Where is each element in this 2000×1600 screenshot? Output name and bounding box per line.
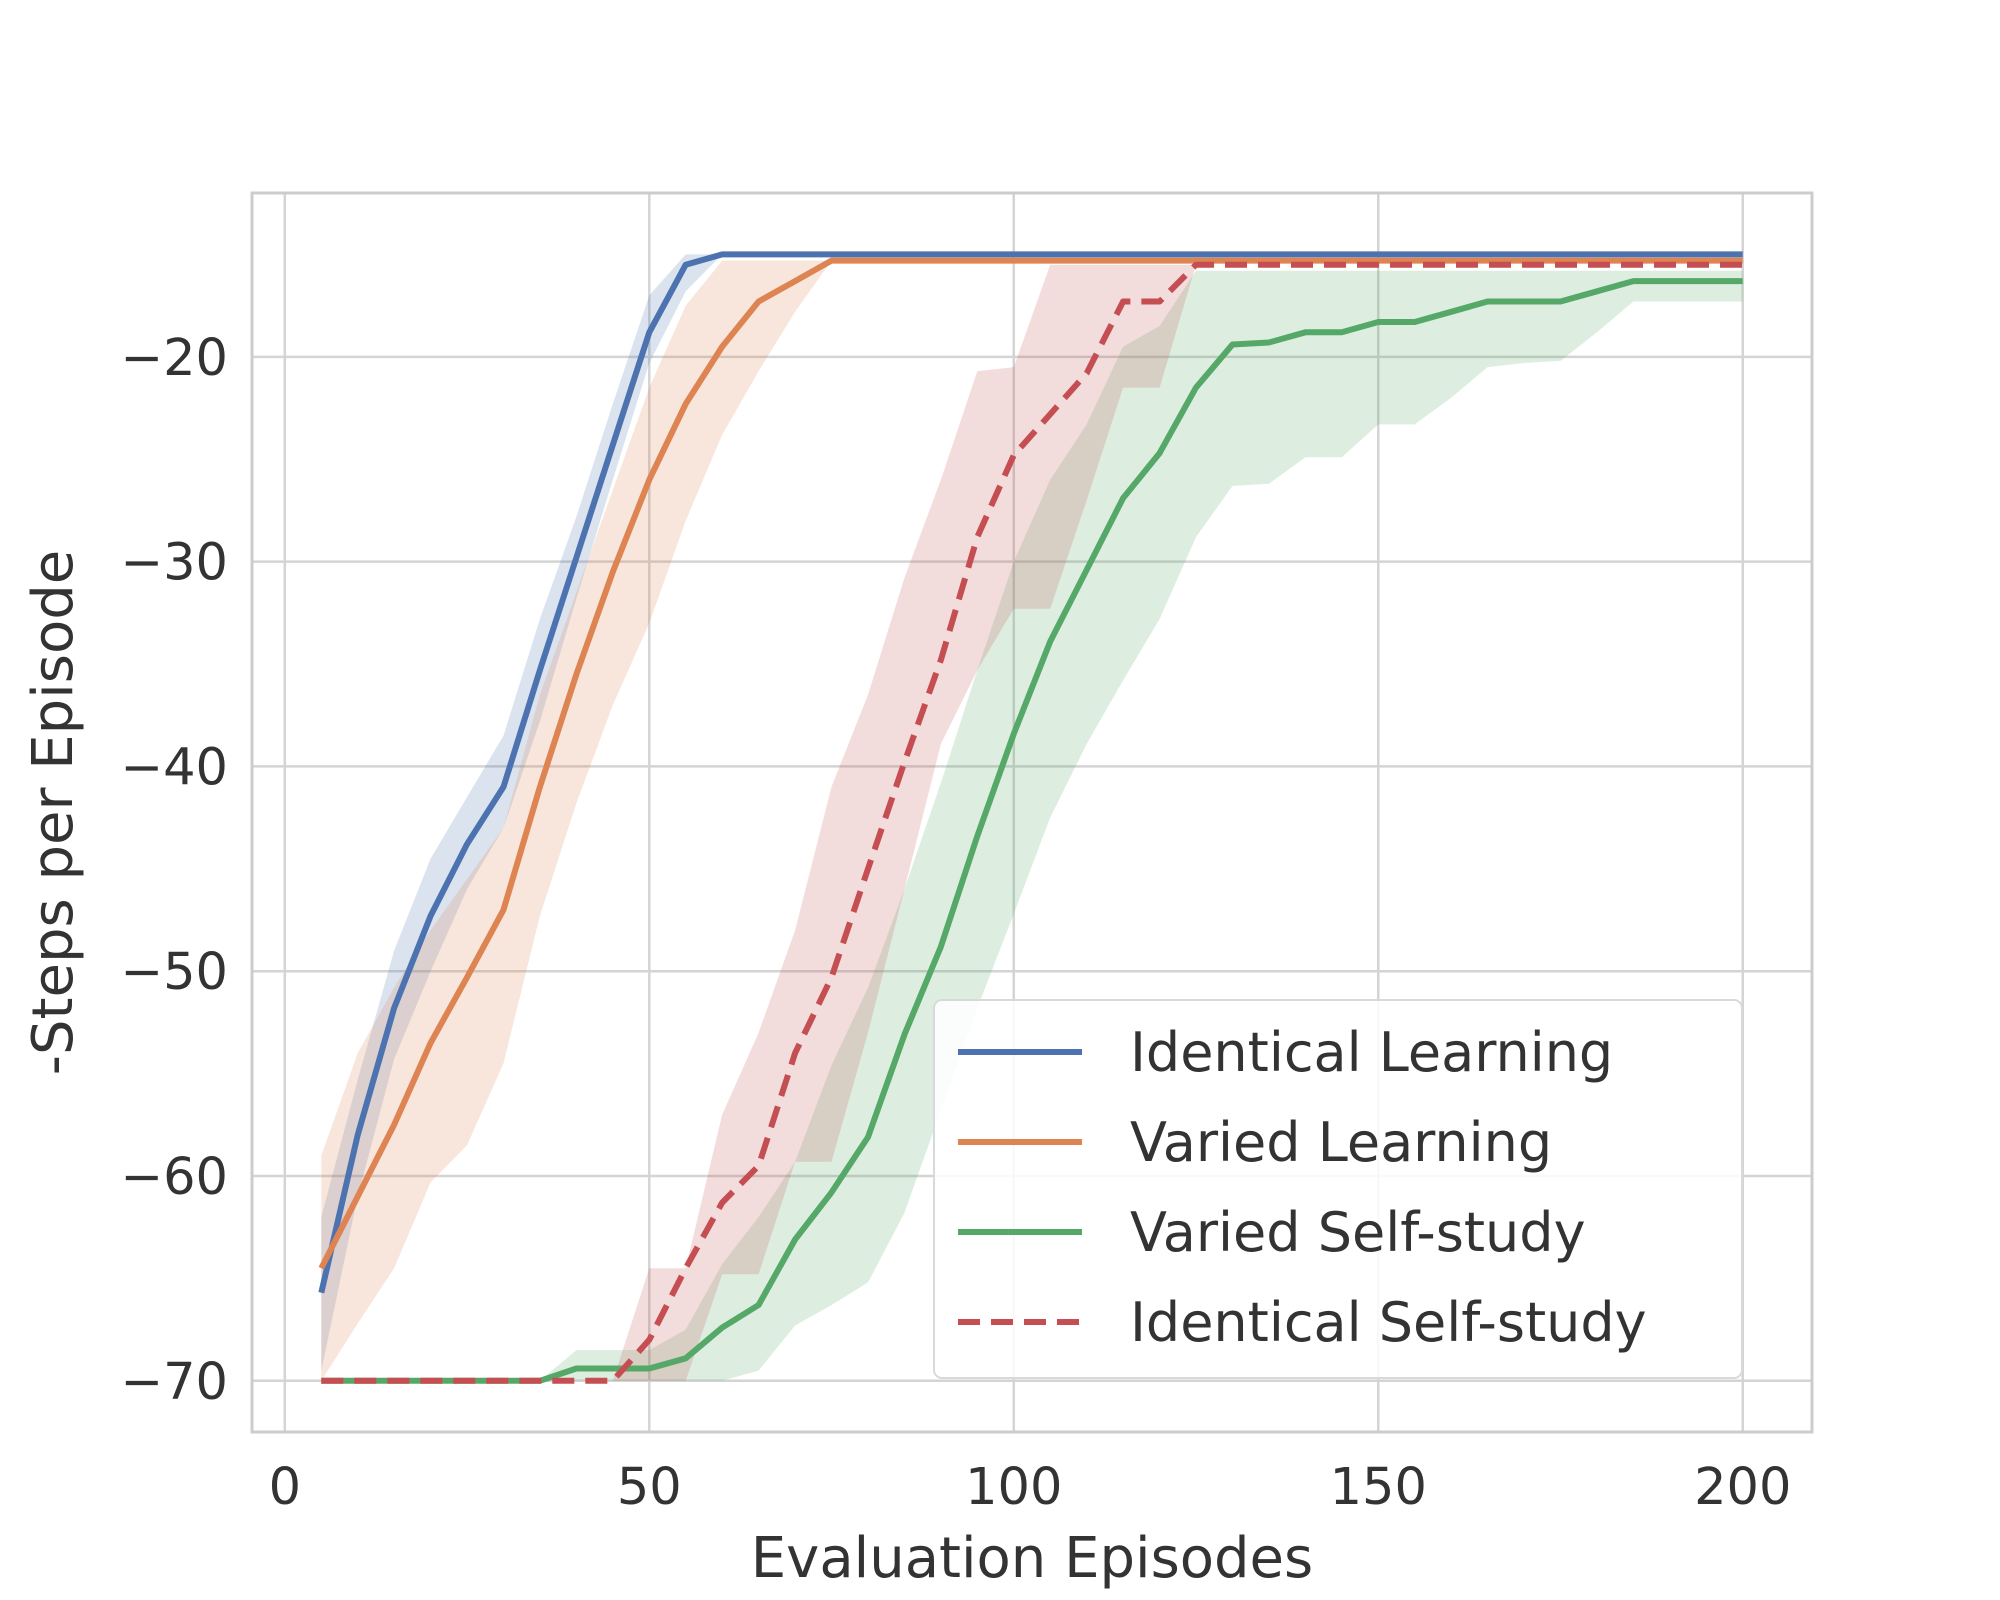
varied-self-study-line bbox=[321, 278, 1743, 1384]
varied-learning-line bbox=[318, 257, 1743, 1270]
identical-self-study-line bbox=[321, 261, 1743, 1384]
identical-self-study-band bbox=[321, 264, 1743, 1381]
x-tick-label: 150 bbox=[1330, 1458, 1427, 1517]
y-tick-label: −20 bbox=[120, 329, 228, 388]
x-tick-label: 200 bbox=[1694, 1458, 1791, 1517]
x-axis-ticks: 0 50 100 150 200 bbox=[269, 1458, 1792, 1517]
y-axis-ticks: −70 −60 −50 −40 −30 −20 bbox=[120, 329, 228, 1412]
legend-label-identical-learning: Identical Learning bbox=[1130, 1021, 1613, 1084]
x-tick-label: 0 bbox=[269, 1458, 301, 1517]
x-tick-label: 50 bbox=[617, 1458, 682, 1517]
x-tick-label: 100 bbox=[965, 1458, 1062, 1517]
confidence-bands bbox=[321, 254, 1743, 1381]
legend-label-varied-learning: Varied Learning bbox=[1130, 1111, 1552, 1174]
y-axis-label: -Steps per Episode bbox=[21, 550, 86, 1075]
legend-box bbox=[933, 999, 1743, 1379]
y-tick-label: −50 bbox=[120, 943, 228, 1002]
y-tick-label: −30 bbox=[120, 534, 228, 593]
y-tick-label: −60 bbox=[120, 1148, 228, 1207]
identical-learning-line bbox=[318, 251, 1743, 1294]
x-axis-label: Evaluation Episodes bbox=[751, 1526, 1313, 1591]
legend: Identical Learning Varied Learning Varied … bbox=[933, 999, 1743, 1379]
plot-frame bbox=[250, 191, 1814, 1434]
legend-label-identical-self-study: Identical Self-study bbox=[1130, 1291, 1647, 1354]
y-tick-label: −70 bbox=[120, 1353, 228, 1412]
varied-self-study-band bbox=[321, 270, 1743, 1381]
y-tick-label: −40 bbox=[120, 738, 228, 797]
legend-label-varied-self-study: Varied Self-study bbox=[1130, 1201, 1586, 1264]
series-lines bbox=[318, 251, 1743, 1384]
varied-learning-band bbox=[321, 260, 1743, 1381]
